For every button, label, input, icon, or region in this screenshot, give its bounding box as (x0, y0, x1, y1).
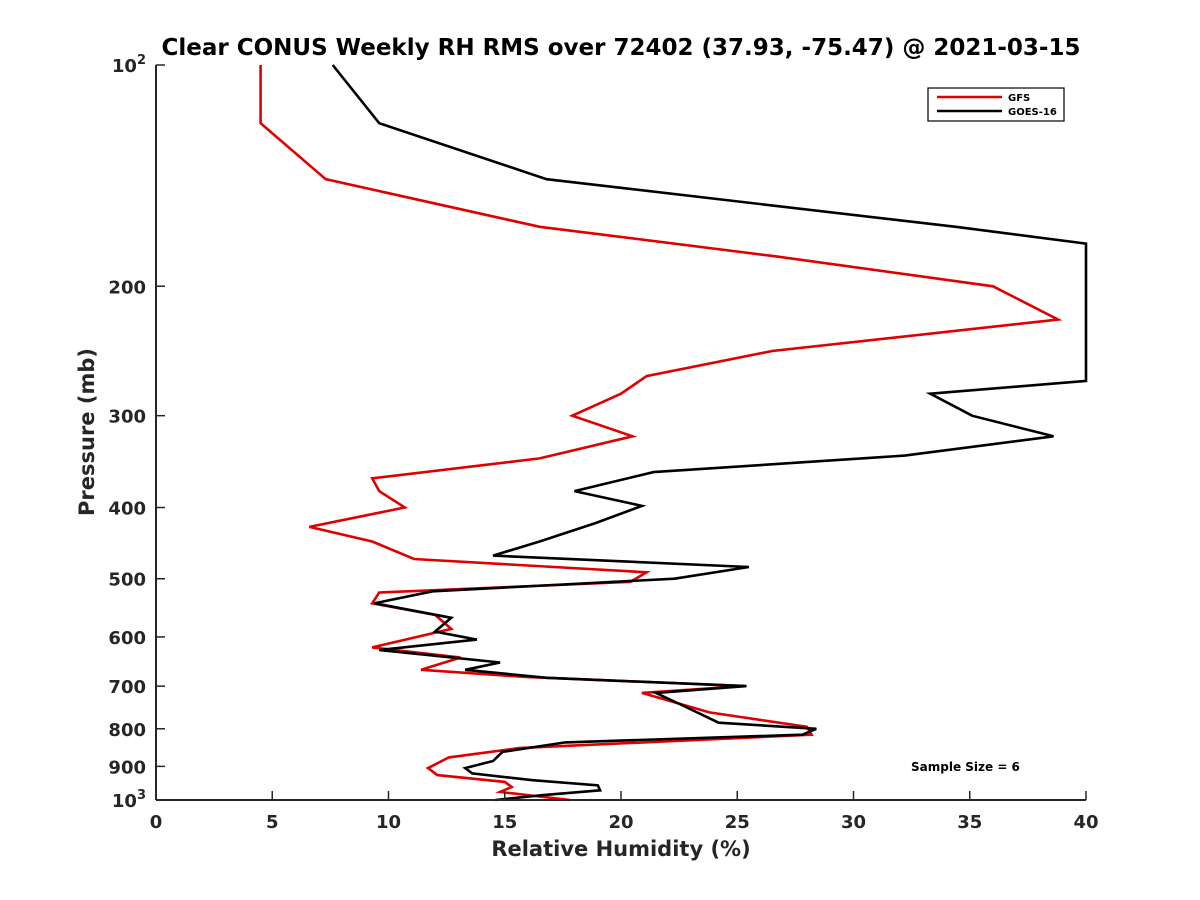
y-ticks: 102 200 300 400 500 600 700 800 900 103 (108, 53, 165, 812)
chart-title: Clear CONUS Weekly RH RMS over 72402 (37… (162, 35, 1081, 61)
legend: GFS GOES-16 (927, 87, 1065, 122)
x-ticks: 0 5 10 15 20 25 30 35 40 (150, 791, 1099, 833)
y-tick-label: 700 (108, 677, 146, 698)
y-tick-label: 200 (108, 277, 146, 298)
x-tick-label: 30 (841, 812, 866, 833)
x-axis-label: Relative Humidity (%) (491, 837, 750, 861)
x-tick-label: 15 (492, 812, 517, 833)
x-tick-label: 25 (725, 812, 750, 833)
y-tick-label: 300 (108, 407, 146, 428)
y-axis-label: Pressure (mb) (75, 348, 99, 516)
legend-label-goes-16: GOES-16 (1008, 107, 1057, 118)
y-tick-exponent: 2 (137, 53, 146, 68)
y-tick-label: 102 (112, 53, 146, 77)
x-tick-label: 35 (957, 812, 982, 833)
sample-size-annotation: Sample Size = 6 (911, 760, 1020, 774)
x-tick-label: 10 (376, 812, 401, 833)
x-tick-label: 0 (150, 812, 163, 833)
y-tick-label: 103 (112, 788, 146, 812)
x-tick-label: 40 (1073, 812, 1098, 833)
series-line-goes-16 (331, 64, 1088, 802)
x-tick-label: 20 (608, 812, 633, 833)
y-tick-label: 400 (108, 499, 146, 520)
series-layer (259, 64, 1088, 802)
y-tick-label: 800 (108, 720, 146, 741)
y-tick-exponent: 3 (137, 788, 146, 803)
y-tick-label: 900 (108, 757, 146, 778)
y-tick-label: 600 (108, 628, 146, 649)
x-tick-label: 5 (266, 812, 279, 833)
legend-label-gfs: GFS (1008, 93, 1030, 104)
y-tick-label: 500 (108, 570, 146, 591)
legend-box (927, 87, 1065, 122)
